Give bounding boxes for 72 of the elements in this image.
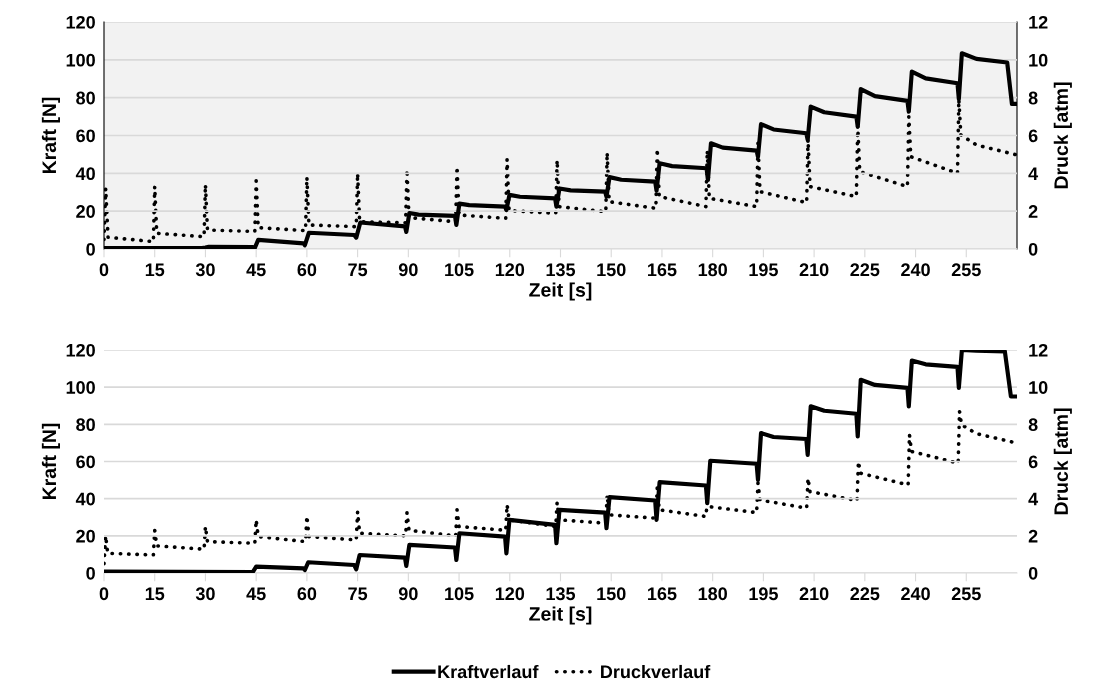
y2-tick-label: 2 bbox=[1028, 205, 1038, 218]
y2-tick-label: 4 bbox=[1028, 167, 1039, 180]
y-axis-title: Kraft [N] bbox=[41, 423, 60, 500]
x-tick-label: 120 bbox=[495, 263, 525, 277]
x-tick-label: 60 bbox=[297, 587, 317, 601]
x-axis-title: Zeit [s] bbox=[529, 282, 592, 301]
y-tick-label: 100 bbox=[66, 381, 95, 394]
y2-tick-label: 4 bbox=[1028, 492, 1039, 506]
x-tick-label: 195 bbox=[749, 263, 778, 277]
y-tick-label: 80 bbox=[76, 91, 95, 105]
y2-axis-title: Druck [atm] bbox=[1053, 408, 1072, 515]
x-tick-label: 150 bbox=[597, 587, 626, 601]
x-tick-label: 15 bbox=[145, 587, 165, 601]
x-tick-label: 150 bbox=[597, 263, 626, 277]
x-tick-label: 135 bbox=[546, 263, 576, 277]
legend-label: Druckverlauf bbox=[601, 664, 711, 679]
y-tick-label: 20 bbox=[76, 205, 95, 218]
y2-axis-title: Druck [atm] bbox=[1053, 82, 1072, 189]
y2-tick-label: 0 bbox=[1028, 242, 1038, 256]
x-tick-label: 210 bbox=[799, 587, 829, 601]
x-tick-label: 225 bbox=[850, 263, 880, 277]
x-tick-label: 45 bbox=[246, 263, 266, 277]
x-tick-label: 0 bbox=[99, 587, 109, 601]
y2-tick-label: 10 bbox=[1029, 381, 1048, 394]
x-tick-label: 135 bbox=[546, 587, 576, 601]
x-tick-label: 165 bbox=[648, 587, 677, 601]
x-tick-label: 195 bbox=[749, 587, 778, 601]
y-tick-label: 40 bbox=[75, 167, 95, 181]
x-tick-label: 45 bbox=[246, 587, 266, 601]
x-tick-label: 90 bbox=[398, 587, 418, 601]
y2-tick-label: 0 bbox=[1028, 566, 1038, 580]
y2-tick-label: 10 bbox=[1029, 53, 1048, 67]
y2-tick-label: 6 bbox=[1028, 455, 1038, 469]
x-tick-label: 165 bbox=[648, 263, 677, 277]
x-tick-label: 30 bbox=[195, 263, 215, 277]
x-tick-label: 15 bbox=[145, 263, 165, 277]
legend-label: Kraftverlauf bbox=[438, 664, 539, 679]
x-tick-label: 255 bbox=[951, 263, 981, 277]
x-tick-label: 180 bbox=[698, 587, 727, 601]
y-tick-label: 0 bbox=[86, 566, 95, 580]
x-tick-label: 210 bbox=[799, 263, 829, 277]
y2-tick-label: 6 bbox=[1028, 129, 1038, 143]
x-tick-label: 0 bbox=[99, 263, 109, 277]
y-tick-label: 120 bbox=[66, 15, 95, 29]
y-axis-title: Kraft [N] bbox=[41, 97, 60, 174]
y-tick-label: 20 bbox=[76, 529, 95, 543]
x-axis-title: Zeit [s] bbox=[529, 606, 592, 625]
y-tick-label: 40 bbox=[75, 492, 95, 506]
x-tick-label: 105 bbox=[445, 263, 474, 277]
x-tick-label: 75 bbox=[348, 263, 368, 277]
y2-tick-label: 8 bbox=[1028, 91, 1038, 105]
x-tick-label: 60 bbox=[297, 263, 317, 277]
y-tick-label: 0 bbox=[86, 242, 95, 256]
y-tick-label: 60 bbox=[76, 455, 95, 469]
y2-tick-label: 2 bbox=[1028, 529, 1038, 543]
y-tick-label: 100 bbox=[66, 53, 95, 67]
x-tick-label: 75 bbox=[348, 587, 368, 601]
x-tick-label: 105 bbox=[445, 587, 474, 601]
x-tick-label: 255 bbox=[951, 587, 981, 601]
y-tick-label: 80 bbox=[76, 418, 95, 432]
x-tick-label: 30 bbox=[195, 587, 215, 601]
x-tick-label: 240 bbox=[901, 587, 930, 601]
y-tick-label: 60 bbox=[76, 129, 95, 143]
y2-tick-label: 8 bbox=[1028, 418, 1038, 432]
x-tick-label: 240 bbox=[901, 263, 930, 277]
x-tick-label: 120 bbox=[495, 587, 525, 601]
x-tick-label: 225 bbox=[850, 587, 880, 601]
x-tick-label: 90 bbox=[398, 263, 418, 277]
y-tick-label: 120 bbox=[66, 343, 95, 357]
x-tick-label: 180 bbox=[698, 263, 727, 277]
y2-tick-label: 12 bbox=[1029, 15, 1048, 29]
y2-tick-label: 12 bbox=[1029, 343, 1048, 357]
